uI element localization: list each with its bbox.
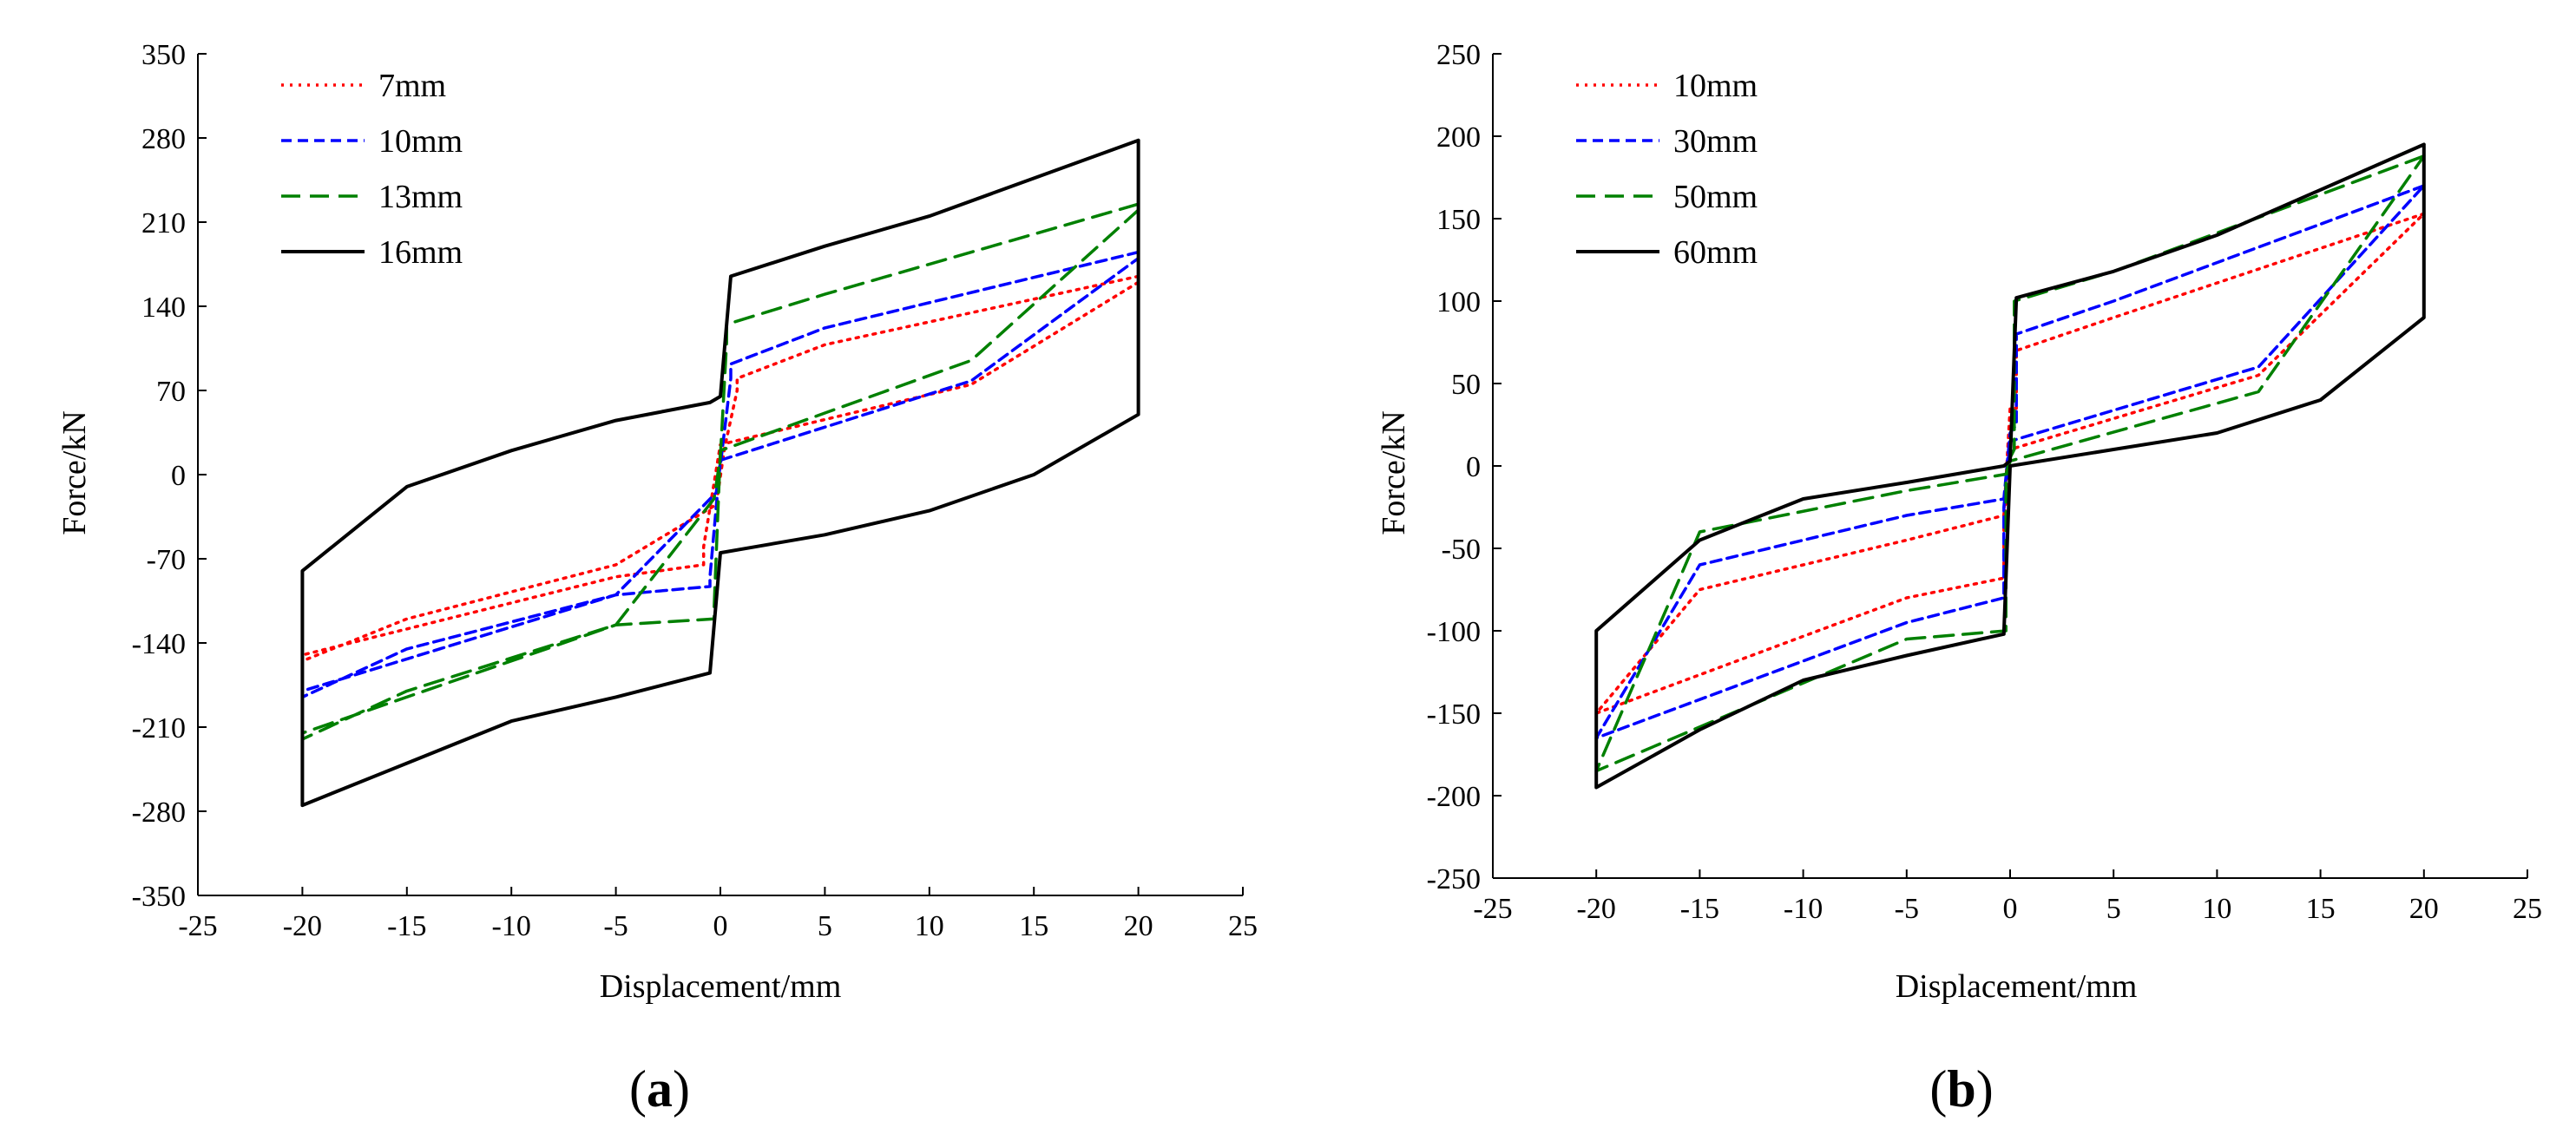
legend-label-a-3: 16mm [378, 234, 463, 271]
legend-label-b-2: 50mm [1673, 179, 1758, 215]
x-tick-label-b: 10 [2202, 893, 2231, 925]
legend-label-b-1: 30mm [1673, 123, 1758, 160]
series-line-a-3 [300, 138, 1140, 808]
y-tick-label-b: -250 [1427, 863, 1481, 895]
x-tick-label-a: 15 [1019, 910, 1048, 942]
y-tick-label-a: -140 [132, 628, 186, 660]
x-tick-label-a: 20 [1124, 910, 1153, 942]
legend-a: 7mm 10mm 13mm 16mm [281, 68, 463, 271]
y-tick-label-b: 250 [1436, 39, 1481, 71]
y-tick-label-a: -70 [147, 544, 186, 576]
plot-area-b: -25 -20 -15 -10 -5 0 5 10 15 20 25-250-200-150-100… [1427, 39, 2542, 925]
y-tick-label-b: -150 [1427, 698, 1481, 731]
x-tick-label-a: 0 [713, 910, 728, 942]
y-tick-label-b: 200 [1436, 121, 1481, 154]
legend-b: 10mm 30mm 50mm 60mm [1576, 68, 1758, 271]
panel-label-b: (b) [1929, 1060, 1993, 1118]
y-tick-label-a: -280 [132, 797, 186, 829]
x-tick-label-a: 25 [1228, 910, 1258, 942]
legend-label-a-1: 10mm [378, 123, 463, 160]
y-tick-label-a: -210 [132, 712, 186, 744]
x-tick-label-b: -5 [1895, 893, 1919, 925]
series-line-b-3 [1594, 142, 2426, 790]
y-tick-label-b: 0 [1466, 451, 1481, 483]
y-tick-label-a: 350 [141, 39, 186, 71]
x-tick-label-a: -5 [603, 910, 628, 942]
x-tick-label-b: 25 [2513, 893, 2542, 925]
y-tick-label-b: -200 [1427, 781, 1481, 813]
y-tick-label-b: 50 [1451, 369, 1481, 401]
x-tick-label-b: -20 [1577, 893, 1616, 925]
series-line-b-0 [1594, 212, 2426, 715]
panel-a: -25 -20 -15 -10 -5 0 5 10 15 20 25 -350 -280 -210 -140… [56, 39, 1258, 1118]
y-tick-label-b: -50 [1442, 534, 1481, 566]
x-tick-label-b: -25 [1473, 893, 1512, 925]
y-tick-label-b: 100 [1436, 286, 1481, 318]
y-tick-label-a: 280 [141, 123, 186, 155]
panel-letter-b: b [1947, 1060, 1975, 1118]
series-line-a-1 [300, 250, 1140, 699]
legend-label-b-3: 60mm [1673, 234, 1758, 271]
panel-label-a: (a) [629, 1060, 690, 1118]
series-line-a-0 [300, 274, 1140, 663]
x-tick-label-b: 5 [2106, 893, 2121, 925]
y-axis-label-b: Force/kN [1376, 410, 1412, 535]
legend-label-a-2: 13mm [378, 179, 463, 215]
x-tick-label-b: 20 [2409, 893, 2439, 925]
y-axis-label-a: Force/kN [56, 410, 93, 535]
x-tick-label-a: 10 [915, 910, 944, 942]
y-tick-label-a: -350 [132, 881, 186, 913]
panel-b: -25 -20 -15 -10 -5 0 5 10 15 20 25-250-200-150-100… [1376, 39, 2542, 1118]
y-tick-label-a: 0 [171, 460, 186, 492]
plot-area-a: -25 -20 -15 -10 -5 0 5 10 15 20 25 -350 -280 -210 -140… [132, 39, 1258, 942]
y-tick-label-a: 70 [156, 376, 186, 408]
x-tick-label-a: -10 [492, 910, 531, 942]
y-tick-label-b: 150 [1436, 204, 1481, 236]
y-tick-label-b: -100 [1427, 616, 1481, 648]
x-axis-label-a: Displacement/mm [600, 968, 842, 1005]
panel-letter-a: a [647, 1060, 673, 1118]
x-tick-label-a: -20 [283, 910, 322, 942]
legend-label-a-0: 7mm [378, 68, 446, 104]
legend-label-b-0: 10mm [1673, 68, 1758, 104]
x-tick-label-b: -10 [1784, 893, 1823, 925]
y-tick-label-a: 210 [141, 207, 186, 239]
x-tick-label-b: 15 [2306, 893, 2336, 925]
x-axis-label-b: Displacement/mm [1896, 968, 2138, 1005]
x-tick-label-b: -15 [1680, 893, 1719, 925]
x-tick-label-a: -25 [178, 910, 217, 942]
x-tick-label-a: -15 [387, 910, 426, 942]
y-tick-label-a: 140 [141, 292, 186, 324]
x-tick-label-a: 5 [818, 910, 832, 942]
x-tick-label-b: 0 [2003, 893, 2018, 925]
